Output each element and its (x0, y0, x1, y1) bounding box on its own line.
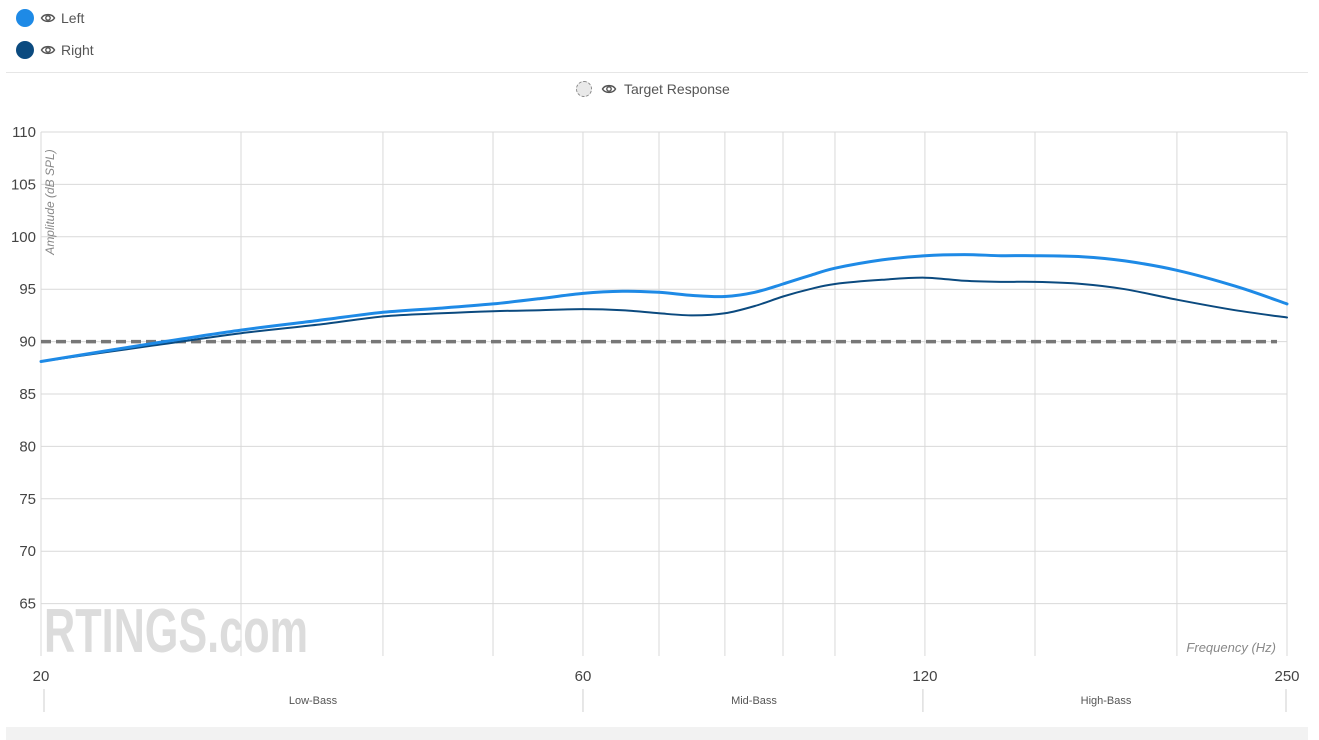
band-label: High-Bass (1081, 695, 1132, 707)
series-line-right (40, 276, 1288, 363)
y-tick-label: 80 (19, 438, 36, 455)
eye-icon[interactable] (40, 42, 56, 58)
footer-bar (6, 727, 1308, 740)
y-tick-label: 105 (11, 176, 36, 193)
right-color-swatch (16, 41, 34, 59)
rtings-watermark: RTINGS.com (44, 597, 308, 666)
legend-item-target-response[interactable]: Target Response (576, 79, 730, 99)
legend-item-left[interactable]: Left (16, 8, 84, 28)
y-tick-label: 65 (19, 596, 36, 613)
x-tick-label: 20 (33, 668, 50, 685)
y-tick-label: 70 (19, 543, 36, 560)
y-tick-label: 100 (11, 229, 36, 246)
target-response-swatch (576, 81, 592, 97)
y-axis-label: Amplitude (dB SPL) (43, 149, 57, 255)
legend-item-right[interactable]: Right (16, 40, 94, 60)
y-tick-label: 75 (19, 491, 36, 508)
left-color-swatch (16, 9, 34, 27)
y-tick-label: 95 (19, 281, 36, 298)
eye-icon[interactable] (40, 10, 56, 26)
y-tick-label: 90 (19, 334, 36, 351)
x-tick-label: 60 (575, 668, 592, 685)
legend-divider (6, 72, 1308, 73)
legend-label-right: Right (61, 42, 94, 58)
x-tick-label: 250 (1274, 668, 1299, 685)
series-line-left (39, 253, 1289, 363)
x-axis-label: Frequency (Hz) (1186, 640, 1276, 655)
legend-label-left: Left (61, 10, 85, 26)
y-tick-label: 85 (19, 386, 36, 403)
band-label: Low-Bass (289, 695, 338, 707)
x-tick-label: 120 (912, 668, 937, 685)
eye-icon[interactable] (601, 81, 617, 97)
band-label: Mid-Bass (731, 695, 777, 707)
legend-label-target-response: Target Response (624, 81, 730, 97)
y-tick-label: 110 (12, 124, 36, 141)
